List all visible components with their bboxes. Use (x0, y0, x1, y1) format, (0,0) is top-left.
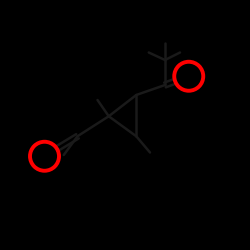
Circle shape (174, 62, 203, 91)
Circle shape (30, 142, 59, 171)
